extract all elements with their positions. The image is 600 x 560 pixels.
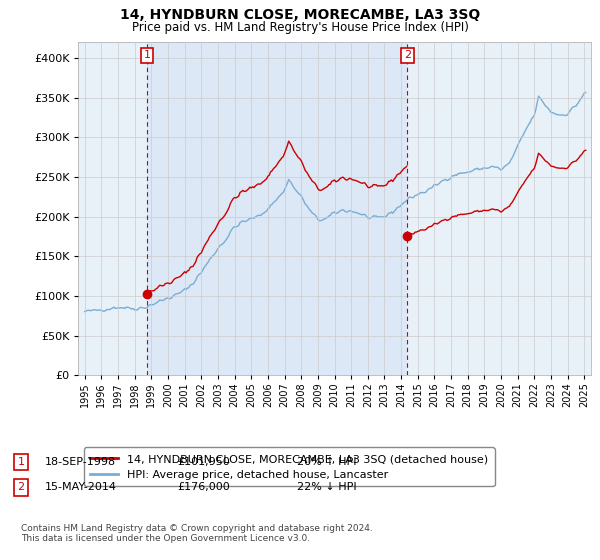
- Text: Price paid vs. HM Land Registry's House Price Index (HPI): Price paid vs. HM Land Registry's House …: [131, 21, 469, 34]
- Text: 1: 1: [17, 457, 25, 467]
- Text: 1: 1: [143, 50, 151, 60]
- Text: Contains HM Land Registry data © Crown copyright and database right 2024.
This d: Contains HM Land Registry data © Crown c…: [21, 524, 373, 543]
- Text: 14, HYNDBURN CLOSE, MORECAMBE, LA3 3SQ: 14, HYNDBURN CLOSE, MORECAMBE, LA3 3SQ: [120, 8, 480, 22]
- Bar: [147, 42, 407, 375]
- Text: 15-MAY-2014: 15-MAY-2014: [45, 482, 117, 492]
- Text: 2: 2: [404, 50, 411, 60]
- Text: 22% ↓ HPI: 22% ↓ HPI: [297, 482, 356, 492]
- Legend: 14, HYNDBURN CLOSE, MORECAMBE, LA3 3SQ (detached house), HPI: Average price, det: 14, HYNDBURN CLOSE, MORECAMBE, LA3 3SQ (…: [83, 447, 494, 486]
- Text: £176,000: £176,000: [177, 482, 230, 492]
- Text: 20% ↑ HPI: 20% ↑ HPI: [297, 457, 356, 467]
- Text: 18-SEP-1998: 18-SEP-1998: [45, 457, 116, 467]
- Text: 2: 2: [17, 482, 25, 492]
- Text: £101,950: £101,950: [177, 457, 230, 467]
